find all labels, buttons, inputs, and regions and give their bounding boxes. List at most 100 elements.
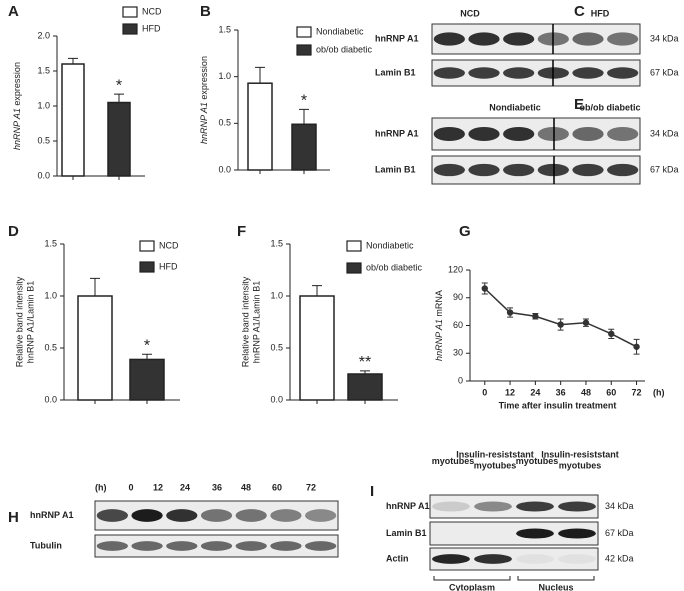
point xyxy=(633,343,640,350)
blot-band xyxy=(468,163,500,177)
blot-band xyxy=(131,541,163,551)
row-label: hnRNP A1 xyxy=(375,128,419,138)
blot-band xyxy=(96,541,128,551)
group-bracket xyxy=(433,576,511,581)
bar xyxy=(107,101,131,177)
y-axis-label: Relative band intensity xyxy=(14,276,24,367)
x-tick-label: 12 xyxy=(505,387,515,397)
column-label: 48 xyxy=(241,482,251,492)
blot-band xyxy=(607,126,639,142)
point xyxy=(582,319,590,326)
bar xyxy=(291,123,317,171)
blot-band xyxy=(432,501,470,512)
y-tick-label: 120 xyxy=(448,264,463,274)
blot-band xyxy=(200,509,233,522)
legend-swatch xyxy=(296,44,312,56)
y-axis-label-gene: hnRNP A1 xyxy=(434,319,444,361)
y-tick-label: 0.0 xyxy=(218,164,231,174)
error-bar xyxy=(299,108,309,125)
significance: * xyxy=(116,77,122,94)
blot-strip xyxy=(429,521,599,546)
bar xyxy=(129,358,165,401)
blot-band xyxy=(503,67,535,79)
y-tick-label: 0.5 xyxy=(37,135,50,145)
blot-strip xyxy=(431,59,641,87)
legend-swatch xyxy=(139,240,155,252)
error-bar xyxy=(360,370,370,374)
blot-band xyxy=(503,163,535,177)
y-tick-label: 1.5 xyxy=(44,238,57,248)
panel-letter: D xyxy=(8,223,19,240)
time-unit: (h) xyxy=(95,482,107,492)
bar xyxy=(247,82,273,171)
blot-band xyxy=(474,554,512,564)
legend-label: ob/ob diabetic xyxy=(366,262,423,272)
y-tick-label: 0.5 xyxy=(218,118,231,128)
y-axis-label: hnRNP A1/Lamin B1 xyxy=(251,281,261,363)
y-tick-label: 60 xyxy=(453,320,463,330)
row-label: Lamin B1 xyxy=(375,67,416,77)
point xyxy=(557,321,564,328)
y-axis-label: hnRNP A1/Lamin B1 xyxy=(25,281,35,363)
blot-band xyxy=(503,32,535,46)
point xyxy=(506,309,514,316)
y-axis-label: hnRNP A1 mRNA xyxy=(434,290,444,361)
group-bracket xyxy=(517,576,595,581)
blot-band xyxy=(270,541,302,551)
row-label: Tubulin xyxy=(30,540,62,550)
x-tick-label: 72 xyxy=(632,387,642,397)
legend-label: Nondiabetic xyxy=(366,240,414,250)
column-label: 12 xyxy=(153,482,163,492)
blot-band xyxy=(558,528,596,539)
y-tick-label: 0.0 xyxy=(37,170,50,180)
blot-strip xyxy=(429,494,599,519)
x-tick-label: 24 xyxy=(530,387,540,397)
blot-band xyxy=(270,509,302,522)
point xyxy=(532,313,539,320)
legend-swatch xyxy=(346,262,362,274)
column-label: myotubes xyxy=(516,456,559,466)
blot-band xyxy=(474,501,512,512)
blot-band xyxy=(572,32,604,46)
error-bar xyxy=(312,285,322,296)
y-tick-label: 1.5 xyxy=(218,24,231,34)
bar xyxy=(299,295,335,401)
legend-label: NCD xyxy=(142,6,162,16)
group-label: Cytoplasm xyxy=(449,582,495,591)
bar xyxy=(347,373,383,401)
group-label: Nucleus xyxy=(538,582,573,591)
y-axis-label-text: expression xyxy=(12,62,22,106)
y-tick-label: 90 xyxy=(453,292,463,302)
column-label: myotubes xyxy=(559,460,602,470)
column-label: Nondiabetic xyxy=(489,102,541,112)
blot-band xyxy=(516,554,554,564)
row-label: hnRNP A1 xyxy=(30,510,74,520)
legend-swatch xyxy=(296,26,312,38)
legend-label: NCD xyxy=(159,240,179,250)
molecular-weight: 34 kDa xyxy=(605,501,634,511)
panel-letter: E xyxy=(574,96,584,113)
blot-band xyxy=(607,67,639,79)
molecular-weight: 34 kDa xyxy=(650,128,679,138)
molecular-weight: 67 kDa xyxy=(605,528,634,538)
x-axis-unit: (h) xyxy=(653,387,665,397)
point xyxy=(481,285,488,292)
blot-band xyxy=(516,501,554,512)
bar xyxy=(61,63,85,177)
column-label: myotubes xyxy=(432,456,475,466)
column-label: myotubes xyxy=(474,460,517,470)
legend-swatch xyxy=(346,240,362,252)
y-tick-label: 30 xyxy=(453,348,463,358)
blot-band xyxy=(235,541,267,551)
column-label: 72 xyxy=(306,482,316,492)
column-label: ob/ob diabetic xyxy=(579,102,640,112)
bar xyxy=(77,295,113,401)
legend-label: ob/ob diabetic xyxy=(316,44,373,54)
x-tick-label: 36 xyxy=(556,387,566,397)
panel-letter: A xyxy=(8,3,19,20)
y-tick-label: 1.0 xyxy=(44,290,57,300)
error-bar xyxy=(68,57,78,64)
y-tick-label: 0.5 xyxy=(44,342,57,352)
y-tick-label: 1.5 xyxy=(37,65,50,75)
